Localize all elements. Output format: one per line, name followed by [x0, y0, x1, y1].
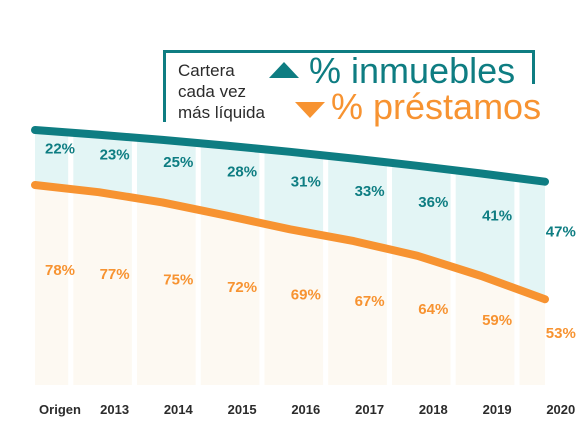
chart-legend: Cartera cada vez más líquida % inmuebles… [163, 50, 541, 126]
column-separator [259, 120, 265, 385]
column-separator [450, 120, 456, 385]
data-label-inmuebles: 25% [163, 154, 193, 171]
x-tick-label: Origen [39, 402, 81, 417]
chart-data-labels: 22% 78% 23% 77% 25% 75% 28% 72% 31% 69% 33% 67% 36% 6… [45, 141, 576, 342]
data-label-prestamos: 72% [227, 279, 257, 296]
legend-border-left [163, 50, 166, 122]
chart-series-lines [31, 126, 549, 304]
data-label-inmuebles: 33% [355, 183, 385, 200]
data-label-prestamos: 59% [482, 312, 512, 329]
triangle-down-icon [295, 102, 325, 118]
data-label-prestamos: 78% [45, 262, 75, 279]
x-tick-label: 2016 [291, 402, 320, 417]
area-inmuebles [35, 130, 545, 300]
x-axis-tick-labels: Origen 2013 2014 2015 2016 2017 2018 2019 2020 [39, 402, 575, 417]
column-separator [131, 120, 137, 385]
legend-caption-line-1: Cartera [178, 61, 235, 80]
legend-caption-line-3: más líquida [178, 103, 265, 122]
legend-border-top [163, 50, 535, 53]
x-tick-label: 2020 [546, 402, 575, 417]
data-label-prestamos: 69% [291, 286, 321, 303]
data-label-prestamos: 77% [100, 266, 130, 283]
data-label-inmuebles: 36% [418, 194, 448, 211]
line-prestamos [31, 181, 549, 304]
data-label-inmuebles: 22% [45, 141, 75, 158]
data-label-prestamos: 53% [546, 325, 576, 342]
x-tick-label: 2015 [228, 402, 257, 417]
data-label-prestamos: 67% [355, 293, 385, 310]
data-label-inmuebles: 23% [100, 147, 130, 164]
x-tick-label: 2014 [164, 402, 194, 417]
legend-series-prestamos: % préstamos [331, 86, 542, 127]
data-label-inmuebles: 41% [482, 208, 512, 225]
x-tick-label: 2018 [419, 402, 448, 417]
legend-border-right [532, 50, 535, 84]
x-tick-label: 2019 [483, 402, 512, 417]
data-label-inmuebles: 47% [546, 223, 576, 240]
column-separator [195, 120, 201, 385]
x-tick-label: 2013 [100, 402, 129, 417]
column-separator [514, 120, 520, 385]
data-label-inmuebles: 31% [291, 174, 321, 191]
legend-caption-line-2: cada vez [178, 82, 247, 101]
triangle-up-icon [269, 62, 299, 78]
legend-series-inmuebles: % inmuebles [309, 50, 516, 91]
line-inmuebles [31, 126, 549, 186]
x-tick-label: 2017 [355, 402, 384, 417]
column-separator [68, 120, 74, 385]
column-separator [323, 120, 329, 385]
data-label-prestamos: 75% [163, 272, 193, 289]
area-prestamos [35, 185, 545, 385]
data-label-prestamos: 64% [418, 301, 448, 318]
chart-fills [35, 130, 545, 385]
data-label-inmuebles: 28% [227, 164, 257, 181]
